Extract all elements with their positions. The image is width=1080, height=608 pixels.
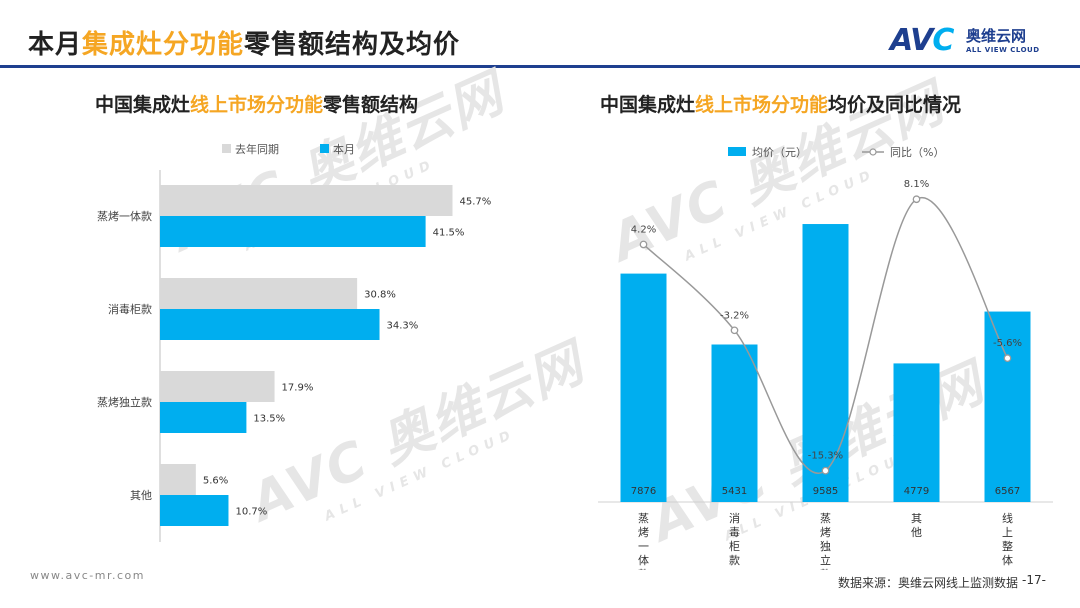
right-line-label: -3.2% <box>720 310 749 321</box>
left-data-label: 17.9% <box>282 383 314 394</box>
right-bar-value-label: 6567 <box>995 486 1020 497</box>
left-bar <box>160 278 358 309</box>
left-data-label: 5.6% <box>203 476 228 487</box>
right-category-label: 其他 <box>911 512 922 539</box>
right-yoy-line <box>642 196 1009 474</box>
left-category-label: 其他 <box>130 489 152 502</box>
left-bar <box>160 371 275 402</box>
logo-mark-c: C <box>932 23 954 58</box>
right-category-label: 蒸烤独立款 <box>820 512 831 570</box>
right-line-label: 4.2% <box>631 224 656 235</box>
left-chart-title: 中国集成灶线上市场分功能零售额结构 <box>95 90 418 117</box>
left-bar <box>160 216 426 247</box>
logo-name-cn: 奥维云网 <box>966 27 1027 45</box>
page-title-post: 零售额结构及均价 <box>244 30 461 60</box>
left-data-label: 45.7% <box>459 197 491 208</box>
header-divider <box>0 65 1080 68</box>
right-line-point <box>730 326 739 335</box>
logo-name-en: ALL VIEW CLOUD <box>966 46 1040 54</box>
left-bar <box>160 464 196 495</box>
right-line-label: -5.6% <box>993 338 1022 349</box>
right-bar <box>984 311 1031 502</box>
right-line-point <box>912 195 921 204</box>
right-bar-value-label: 7876 <box>631 486 656 497</box>
right-bar-value-label: 9585 <box>813 486 838 497</box>
left-bar <box>160 309 380 340</box>
legend-label-bar: 均价（元） <box>752 146 807 159</box>
right-category-label: 线上整体 <box>1002 511 1013 567</box>
right-line-label: 8.1% <box>904 179 929 190</box>
logo-mark-av: AV <box>890 23 933 58</box>
footer-source: 数据来源：奥维云网线上监测数据 <box>838 576 1019 590</box>
left-title-post: 零售额结构 <box>323 94 419 116</box>
footer-url: www.avc-mr.com <box>30 569 145 582</box>
right-line-point <box>821 466 830 475</box>
right-category-label: 消毒柜款 <box>729 511 740 567</box>
page-title: 本月集成灶分功能零售额结构及均价 <box>28 24 460 61</box>
page-title-accent: 集成灶分功能 <box>82 30 245 60</box>
left-category-label: 蒸烤独立款 <box>97 395 152 409</box>
left-data-label: 13.5% <box>253 414 285 425</box>
right-title-post: 均价及同比情况 <box>828 94 962 116</box>
right-bar <box>802 224 849 502</box>
left-data-label: 30.8% <box>364 290 396 301</box>
left-legend: 去年同期 本月 <box>222 142 355 156</box>
right-bar <box>711 344 758 502</box>
legend-swatch-1 <box>320 144 329 153</box>
left-bar <box>160 402 247 433</box>
left-category-label: 蒸烤一体款 <box>97 209 152 223</box>
right-bar-value-label: 5431 <box>722 486 747 497</box>
left-title-accent: 线上市场分功能 <box>190 94 324 116</box>
right-chart-title: 中国集成灶线上市场分功能均价及同比情况 <box>600 90 961 117</box>
legend-swatch-bar <box>728 147 746 156</box>
right-line-point <box>639 240 648 249</box>
left-data-label: 41.5% <box>433 228 465 239</box>
legend-swatch-0 <box>222 144 231 153</box>
left-title-pre: 中国集成灶 <box>95 94 191 116</box>
page-title-pre: 本月 <box>28 30 83 60</box>
left-category-label: 消毒柜款 <box>108 302 152 316</box>
avc-logo: AVC 奥维云网 ALL VIEW CLOUD <box>890 23 1060 58</box>
right-bar <box>620 273 667 502</box>
right-category-label: 蒸烤一体款 <box>638 512 649 570</box>
left-bar <box>160 185 453 216</box>
legend-label-0: 去年同期 <box>235 142 279 156</box>
legend-swatch-marker <box>869 148 877 156</box>
left-data-label: 10.7% <box>235 507 267 518</box>
legend-label-line: 同比（%） <box>890 146 944 159</box>
left-data-label: 34.3% <box>387 321 419 332</box>
page-number: -17- <box>1022 573 1046 587</box>
right-title-pre: 中国集成灶 <box>600 94 696 116</box>
right-bar <box>893 363 940 502</box>
left-bar <box>160 495 229 526</box>
right-legend: 均价（元） 同比（%） <box>728 146 944 159</box>
right-line-label: -15.3% <box>808 451 843 462</box>
right-bar-value-label: 4779 <box>904 486 929 497</box>
right-title-accent: 线上市场分功能 <box>695 94 829 116</box>
right-line-point <box>1003 354 1012 363</box>
logo-mark: AVC <box>890 23 954 58</box>
legend-label-1: 本月 <box>333 142 355 156</box>
right-combo-chart: 均价（元） 同比（%） 7876 蒸烤一体款 5431 消毒柜款 9585 蒸烤独立款 4779… <box>598 146 1053 570</box>
